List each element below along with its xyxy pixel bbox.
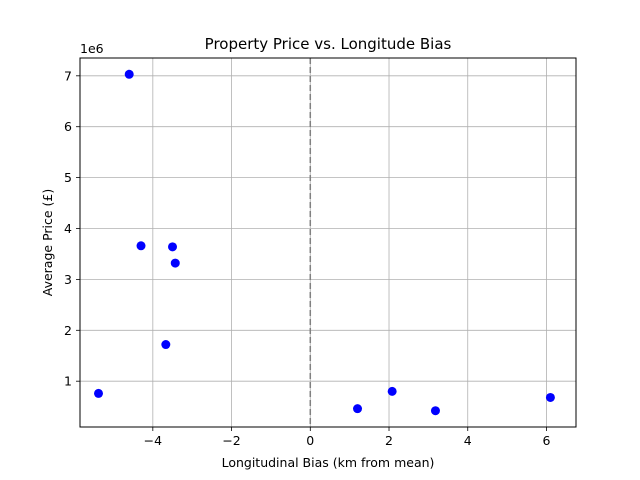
data-point	[168, 242, 178, 252]
x-axis-ticks: −4 −2 0 2 4 6	[144, 427, 550, 448]
y-tick-label: 2	[64, 323, 72, 338]
x-tick-label: 2	[385, 433, 393, 448]
x-tick-label: 4	[464, 433, 472, 448]
plot-frame	[79, 57, 577, 428]
y-axis-label: Average Price (£)	[40, 189, 55, 296]
x-axis-label: Longitudinal Bias (km from mean)	[222, 455, 435, 470]
data-point	[170, 258, 180, 268]
y-axis-ticks: 1 2 3 4 5 6 7	[64, 68, 80, 389]
y-tick-label: 6	[64, 119, 72, 134]
data-point	[161, 340, 171, 350]
y-tick-label: 5	[64, 170, 72, 185]
x-tick-label: 0	[306, 433, 314, 448]
plot-area-background	[80, 58, 576, 427]
chart-title: Property Price vs. Longitude Bias	[205, 35, 452, 53]
data-point	[353, 404, 363, 414]
x-tick-label: −2	[222, 433, 240, 448]
data-point	[430, 406, 440, 416]
data-point	[136, 241, 146, 251]
data-point	[387, 386, 397, 396]
y-tick-label: 1	[64, 374, 72, 389]
data-point	[545, 392, 555, 402]
data-points	[94, 69, 555, 416]
data-point	[94, 388, 104, 398]
y-axis-offset-label: 1e6	[80, 41, 104, 56]
y-tick-label: 7	[64, 68, 72, 83]
x-tick-label: 6	[542, 433, 550, 448]
y-tick-label: 4	[64, 221, 72, 236]
x-tick-label: −4	[144, 433, 162, 448]
y-tick-label: 3	[64, 272, 72, 287]
data-point	[124, 69, 134, 79]
